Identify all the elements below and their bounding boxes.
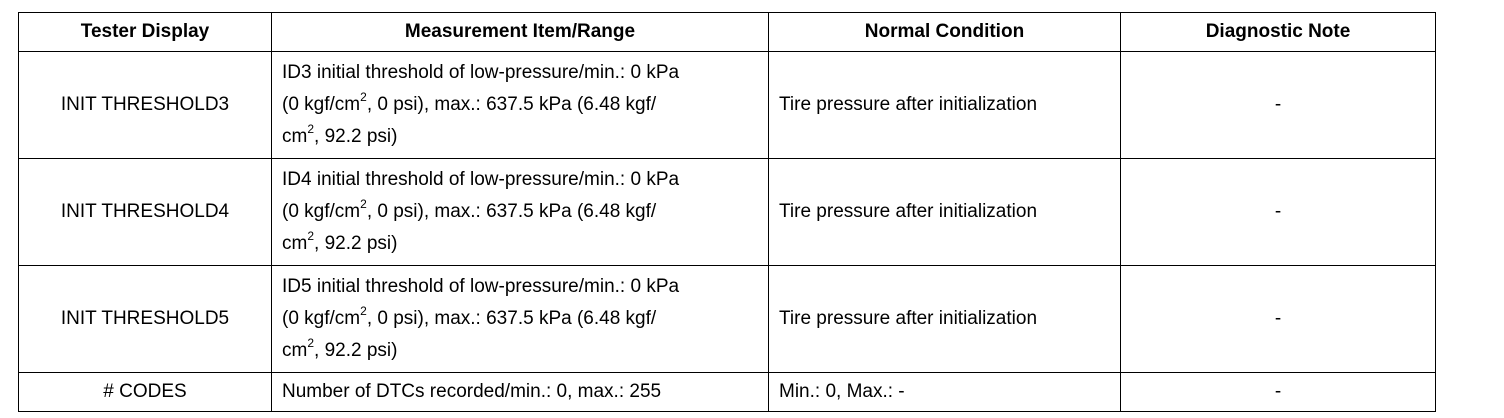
cell-measurement-range: Number of DTCs recorded/min.: 0, max.: 2… <box>271 372 769 412</box>
cell-diagnostic-note: - <box>1120 51 1436 159</box>
header-normal-condition: Normal Condition <box>768 12 1121 52</box>
cell-tester-display: INIT THRESHOLD3 <box>18 51 272 159</box>
range-line-2: (0 kgf/cm2, 0 psi), max.: 637.5 kPa (6.4… <box>282 89 758 121</box>
range-text: , 0 psi), max.: 637.5 kPa (6.48 kgf/ <box>366 94 657 115</box>
range-line-2: (0 kgf/cm2, 0 psi), max.: 637.5 kPa (6.4… <box>282 196 758 228</box>
cell-normal-condition: Tire pressure after initialization <box>768 265 1121 373</box>
header-measurement-item-range: Measurement Item/Range <box>271 12 769 52</box>
range-text: , 92.2 psi) <box>314 126 398 147</box>
cell-normal-condition: Min.: 0, Max.: - <box>768 372 1121 412</box>
range-text: cm <box>282 340 308 361</box>
table-row: INIT THRESHOLD3 ID3 initial threshold of… <box>18 51 1436 159</box>
superscript: 2 <box>307 121 315 136</box>
data-list-table: Tester Display Measurement Item/Range No… <box>18 12 1436 412</box>
range-line-1: ID3 initial threshold of low-pressure/mi… <box>282 62 680 83</box>
superscript: 2 <box>360 196 367 211</box>
data-list-table-container: Tester Display Measurement Item/Range No… <box>18 12 1436 412</box>
range-line-2: (0 kgf/cm2, 0 psi), max.: 637.5 kPa (6.4… <box>282 303 758 335</box>
cell-tester-display: # CODES <box>18 372 272 412</box>
range-line-3: cm2, 92.2 psi) <box>282 228 758 260</box>
range-text: , 0 psi), max.: 637.5 kPa (6.48 kgf/ <box>366 201 657 222</box>
table-row: INIT THRESHOLD5 ID5 initial threshold of… <box>18 265 1436 373</box>
cell-tester-display: INIT THRESHOLD4 <box>18 158 272 266</box>
cell-diagnostic-note: - <box>1120 372 1436 412</box>
cell-tester-display: INIT THRESHOLD5 <box>18 265 272 373</box>
range-text: (0 kgf/cm <box>282 94 361 115</box>
range-line-3: cm2, 92.2 psi) <box>282 335 758 367</box>
superscript: 2 <box>307 335 315 350</box>
table-header-row: Tester Display Measurement Item/Range No… <box>18 12 1436 52</box>
superscript: 2 <box>307 228 315 243</box>
superscript: 2 <box>360 89 367 104</box>
cell-measurement-range: ID3 initial threshold of low-pressure/mi… <box>271 51 769 159</box>
range-text: , 92.2 psi) <box>314 233 398 254</box>
cell-diagnostic-note: - <box>1120 158 1436 266</box>
superscript: 2 <box>360 303 367 318</box>
cell-normal-condition: Tire pressure after initialization <box>768 158 1121 266</box>
range-line-3: cm2, 92.2 psi) <box>282 121 758 153</box>
table-row: INIT THRESHOLD4 ID4 initial threshold of… <box>18 158 1436 266</box>
range-line-1: ID4 initial threshold of low-pressure/mi… <box>282 169 680 190</box>
range-text: , 0 psi), max.: 637.5 kPa (6.48 kgf/ <box>366 308 657 329</box>
table-row: # CODES Number of DTCs recorded/min.: 0,… <box>18 372 1436 412</box>
range-line-1: ID5 initial threshold of low-pressure/mi… <box>282 276 680 297</box>
cell-diagnostic-note: - <box>1120 265 1436 373</box>
header-diagnostic-note: Diagnostic Note <box>1120 12 1436 52</box>
cell-measurement-range: ID4 initial threshold of low-pressure/mi… <box>271 158 769 266</box>
cell-measurement-range: ID5 initial threshold of low-pressure/mi… <box>271 265 769 373</box>
range-text: cm <box>282 126 308 147</box>
header-tester-display: Tester Display <box>18 12 272 52</box>
range-text: (0 kgf/cm <box>282 308 361 329</box>
cell-normal-condition: Tire pressure after initialization <box>768 51 1121 159</box>
range-text: (0 kgf/cm <box>282 201 361 222</box>
range-text: cm <box>282 233 308 254</box>
range-text: , 92.2 psi) <box>314 340 398 361</box>
